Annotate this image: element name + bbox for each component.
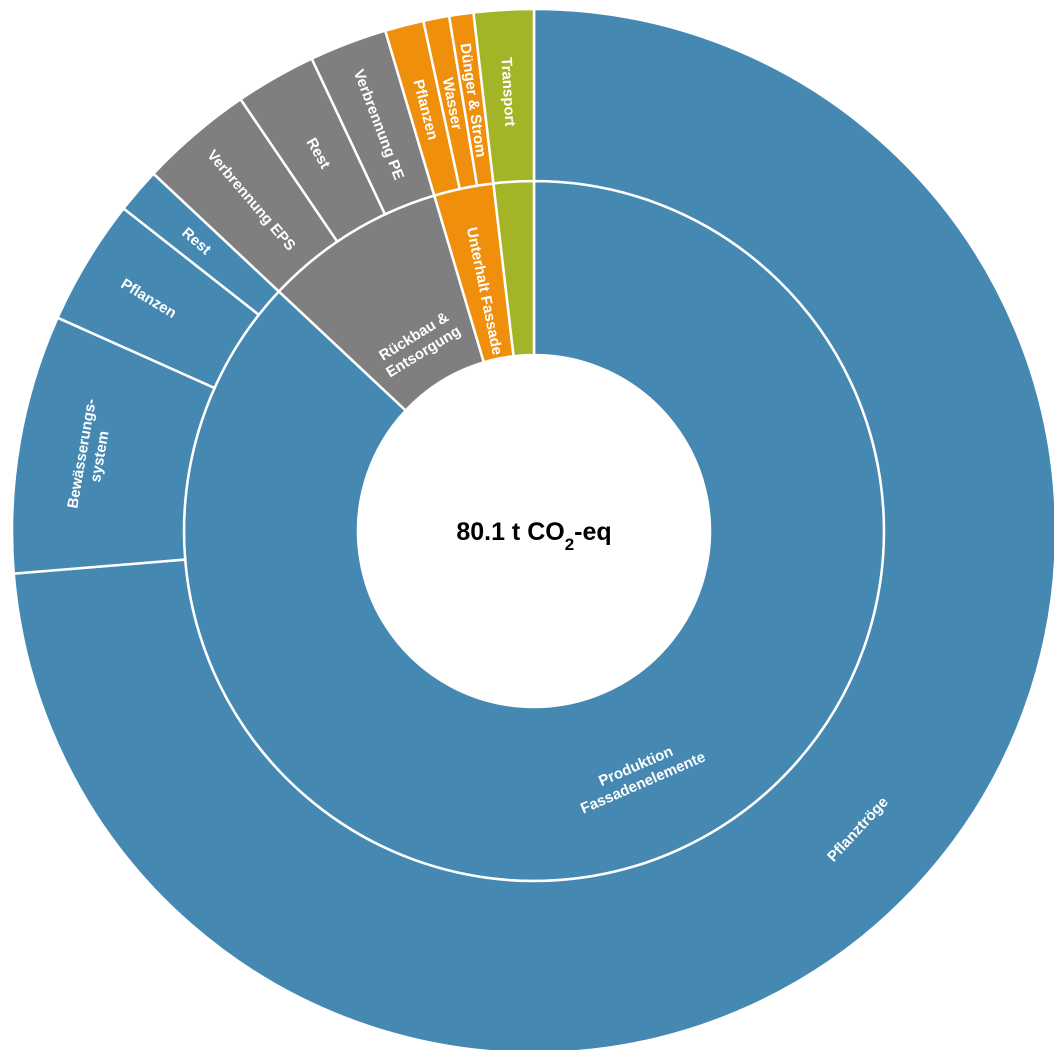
center-total-label: 80.1 t CO2-eq [456, 518, 611, 554]
center-subscript: 2 [565, 535, 574, 554]
center-value: 80.1 t CO [456, 518, 564, 546]
outer-segment-transport-10 [472, 7, 536, 185]
outer-ring [10, 7, 1054, 1050]
inner-ring [182, 179, 886, 883]
center-suffix: -eq [574, 518, 612, 546]
outer-label-transport-10: Transport [497, 57, 518, 127]
outer-label-line-0: Transport [497, 57, 518, 127]
outer-segment-pflanztroege-0 [12, 7, 1054, 1050]
